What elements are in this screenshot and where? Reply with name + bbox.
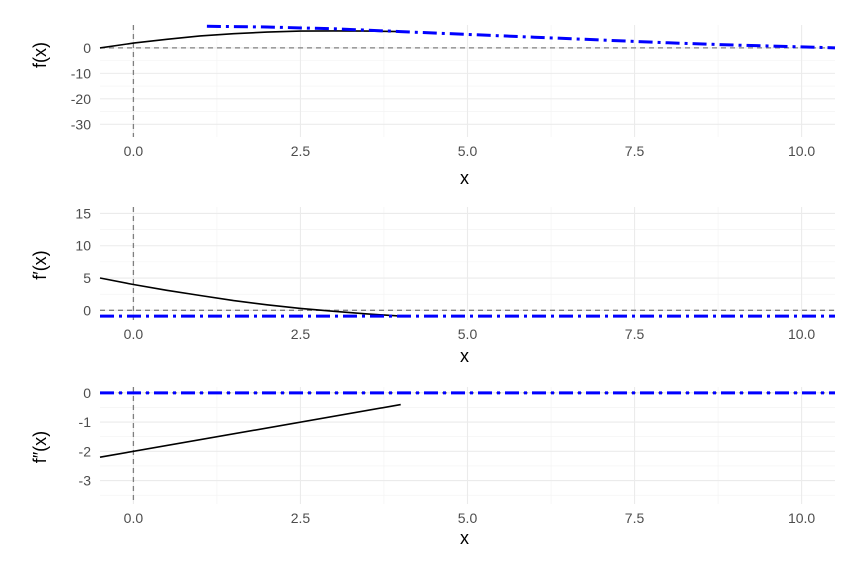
- x-tick-label: 0.0: [124, 510, 144, 526]
- x-axis-title: x: [460, 346, 469, 366]
- y-tick-label: 5: [83, 270, 91, 286]
- y-axis-title: f″(x): [30, 431, 50, 463]
- x-tick-label: 2.5: [291, 510, 311, 526]
- y-tick-label: -10: [71, 65, 91, 81]
- y-tick-label: -20: [71, 91, 91, 107]
- y-tick-label: -30: [71, 116, 91, 132]
- x-axis-title: x: [460, 168, 469, 188]
- x-tick-label: 2.5: [291, 326, 311, 342]
- y-tick-label: 0: [83, 40, 91, 56]
- y-tick-label: -1: [79, 414, 92, 430]
- x-tick-label: 7.5: [625, 326, 645, 342]
- x-tick-label: 0.0: [124, 143, 144, 159]
- y-tick-label: 15: [75, 205, 91, 221]
- x-tick-label: 5.0: [458, 326, 478, 342]
- x-tick-label: 10.0: [788, 326, 815, 342]
- x-tick-label: 5.0: [458, 510, 478, 526]
- x-tick-label: 2.5: [291, 143, 311, 159]
- x-axis-title: x: [460, 528, 469, 548]
- y-tick-label: -2: [79, 443, 92, 459]
- function-line: [99, 403, 401, 458]
- y-tick-label: 10: [75, 238, 91, 254]
- function-line: [99, 30, 401, 49]
- y-tick-label: -3: [79, 473, 92, 489]
- x-tick-label: 7.5: [625, 143, 645, 159]
- x-tick-label: 10.0: [788, 143, 815, 159]
- panel-3: 0.0 2.5 5.0 7.5 10.0 0 -1 -2 -3 x f″(x): [30, 385, 835, 548]
- panel-2: 0.0 2.5 5.0 7.5 10.0 0 5 10 15 x f′(x): [30, 205, 835, 366]
- reference-line: [206, 24, 836, 50]
- y-axis-title: f(x): [30, 42, 50, 68]
- y-tick-label: 0: [83, 302, 91, 318]
- x-tick-label: 0.0: [124, 326, 144, 342]
- x-tick-label: 7.5: [625, 510, 645, 526]
- panel-1: 0.0 2.5 5.0 7.5 10.0 0 -10 -20 -30 x f(x): [30, 24, 836, 188]
- y-tick-label: 0: [83, 385, 91, 401]
- y-axis-title: f′(x): [30, 250, 50, 279]
- function-line: [99, 277, 401, 317]
- x-tick-label: 10.0: [788, 510, 815, 526]
- x-tick-label: 5.0: [458, 143, 478, 159]
